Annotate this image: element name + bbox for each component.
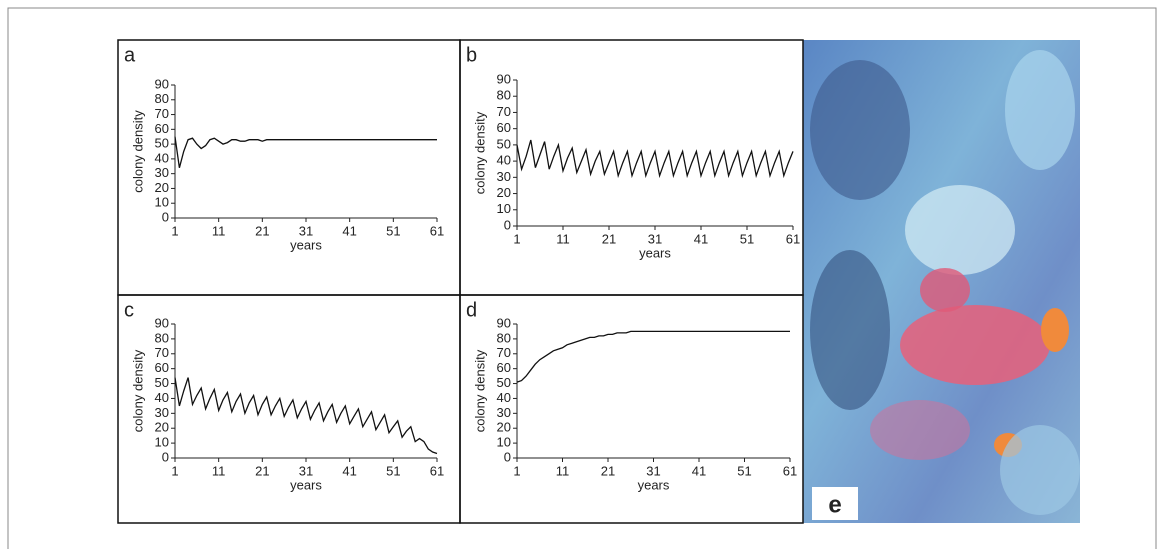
- y-axis-title: colony density: [472, 111, 487, 194]
- panel-border: [117, 294, 461, 524]
- panel-border: [117, 39, 461, 296]
- figure-border: [7, 7, 1157, 549]
- y-tick-label: 50: [155, 375, 169, 390]
- x-tick-label: 41: [342, 223, 356, 238]
- photo: e: [803, 40, 1080, 523]
- y-tick-label: 0: [504, 217, 511, 232]
- x-tick-label: 41: [692, 463, 706, 478]
- x-tick-label: 1: [513, 463, 520, 478]
- y-tick-label: 60: [155, 121, 169, 136]
- y-tick-label: 40: [155, 390, 169, 405]
- y-tick-label: 70: [155, 106, 169, 121]
- y-tick-label: 90: [155, 315, 169, 330]
- x-tick-label: 11: [212, 223, 226, 238]
- x-axis-title: years: [290, 477, 322, 492]
- x-tick-label: 11: [556, 463, 570, 478]
- y-tick-label: 90: [497, 71, 511, 86]
- x-tick-label: 41: [694, 231, 708, 246]
- x-tick-label: 51: [386, 463, 400, 478]
- x-tick-label: 61: [786, 231, 800, 246]
- x-tick-label: 21: [601, 463, 615, 478]
- y-tick-label: 30: [497, 169, 511, 184]
- panel-label: d: [466, 299, 477, 321]
- photo-label: e: [828, 491, 841, 518]
- y-tick-label: 20: [497, 420, 511, 435]
- panel-label: a: [124, 44, 136, 66]
- x-tick-label: 1: [513, 231, 520, 246]
- panel-label: b: [466, 44, 477, 66]
- y-tick-label: 90: [497, 315, 511, 330]
- x-tick-label: 51: [386, 223, 400, 238]
- y-tick-label: 80: [155, 330, 169, 345]
- y-tick-label: 70: [497, 345, 511, 360]
- x-tick-label: 21: [255, 463, 269, 478]
- y-tick-label: 20: [155, 180, 169, 195]
- data-line: [516, 139, 794, 179]
- data-line: [174, 377, 438, 455]
- y-axis-title: colony density: [472, 349, 487, 432]
- y-tick-label: 0: [162, 449, 169, 464]
- x-tick-label: 51: [737, 463, 751, 478]
- x-tick-label: 1: [171, 223, 178, 238]
- x-tick-label: 61: [783, 463, 797, 478]
- x-tick-label: 31: [299, 223, 313, 238]
- x-axis-title: years: [290, 237, 322, 252]
- y-tick-label: 90: [155, 76, 169, 91]
- y-tick-label: 80: [497, 88, 511, 103]
- x-tick-label: 31: [299, 463, 313, 478]
- x-tick-label: 1: [171, 463, 178, 478]
- y-tick-label: 40: [497, 153, 511, 168]
- y-axis-title: colony density: [130, 349, 145, 432]
- panel-border: [459, 294, 804, 524]
- y-tick-label: 50: [155, 136, 169, 151]
- y-tick-label: 20: [497, 185, 511, 200]
- data-line: [516, 330, 790, 383]
- panel-border: [459, 39, 804, 296]
- y-tick-label: 30: [155, 165, 169, 180]
- x-tick-label: 31: [646, 463, 660, 478]
- y-tick-label: 20: [155, 420, 169, 435]
- y-axis-title: colony density: [130, 110, 145, 193]
- y-tick-label: 60: [497, 360, 511, 375]
- y-tick-label: 70: [155, 345, 169, 360]
- y-tick-label: 10: [497, 201, 511, 216]
- x-tick-label: 21: [255, 223, 269, 238]
- x-axis-title: years: [638, 477, 670, 492]
- y-tick-label: 30: [497, 405, 511, 420]
- y-tick-label: 10: [497, 435, 511, 450]
- y-tick-label: 30: [155, 405, 169, 420]
- x-tick-label: 61: [430, 223, 444, 238]
- x-tick-label: 41: [342, 463, 356, 478]
- y-tick-label: 40: [155, 150, 169, 165]
- y-tick-label: 0: [162, 209, 169, 224]
- y-tick-label: 80: [497, 330, 511, 345]
- x-tick-label: 61: [430, 463, 444, 478]
- y-tick-label: 10: [155, 435, 169, 450]
- y-tick-label: 0: [504, 449, 511, 464]
- x-tick-label: 51: [740, 231, 754, 246]
- panel-label: c: [124, 299, 134, 321]
- y-tick-label: 60: [155, 360, 169, 375]
- y-tick-label: 80: [155, 91, 169, 106]
- y-tick-label: 50: [497, 136, 511, 151]
- y-tick-label: 40: [497, 390, 511, 405]
- data-line: [174, 136, 437, 168]
- x-tick-label: 11: [212, 463, 226, 478]
- y-tick-label: 10: [155, 195, 169, 210]
- y-tick-label: 50: [497, 375, 511, 390]
- y-tick-label: 60: [497, 120, 511, 135]
- y-tick-label: 70: [497, 104, 511, 119]
- x-tick-label: 21: [602, 231, 616, 246]
- x-axis-title: years: [639, 245, 671, 260]
- x-tick-label: 11: [556, 231, 570, 246]
- x-tick-label: 31: [648, 231, 662, 246]
